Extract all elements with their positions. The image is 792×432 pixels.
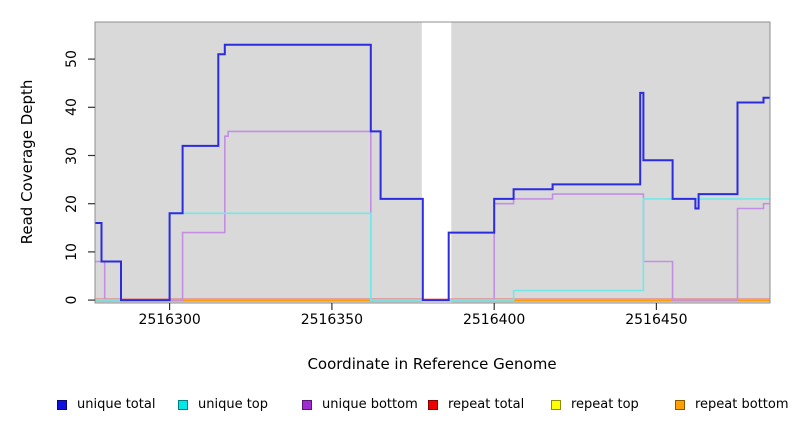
x-axis-title: Coordinate in Reference Genome <box>307 355 557 373</box>
series-unique-total <box>95 43 770 302</box>
y-axis-title: Read Coverage Depth <box>18 79 36 245</box>
legend-item-repeat-top: repeat top <box>551 397 639 412</box>
y-tick-label: 10 <box>64 242 80 261</box>
background-gap <box>421 22 452 303</box>
x-tick-label: 2516350 <box>300 312 364 328</box>
legend-swatch-unique-total <box>57 399 67 410</box>
legend-item-repeat-bottom: repeat bottom <box>675 397 789 412</box>
legend-swatch-unique-top <box>178 399 188 410</box>
legend-item-unique-top: unique top <box>178 397 268 412</box>
legend-item-repeat-total: repeat total <box>428 397 524 412</box>
legend-label: unique top <box>198 397 269 412</box>
legend-label: unique total <box>77 397 156 412</box>
y-tick-label: 50 <box>64 50 80 69</box>
y-tick-label: 40 <box>64 98 80 117</box>
legend-label: unique bottom <box>322 397 418 412</box>
y-tick-label: 30 <box>64 146 80 165</box>
y-tick-label: 0 <box>64 295 80 305</box>
legend-label: repeat top <box>571 397 639 412</box>
x-tick-label: 2516300 <box>138 312 201 328</box>
legend-swatch-repeat-total <box>428 399 438 410</box>
legend: unique total unique top unique bottom re… <box>0 397 792 419</box>
series-unique-bottom <box>95 130 770 301</box>
legend-item-unique-total: unique total <box>57 397 155 412</box>
y-tick-label: 20 <box>64 194 80 213</box>
legend-swatch-repeat-top <box>551 399 561 410</box>
x-tick-label: 2516450 <box>625 312 688 328</box>
legend-item-unique-bottom: unique bottom <box>302 397 418 412</box>
x-tick-label: 2516400 <box>462 312 526 328</box>
legend-swatch-repeat-bottom <box>675 399 685 410</box>
panel-border <box>94 21 771 304</box>
legend-label: repeat bottom <box>695 397 789 412</box>
legend-swatch-unique-bottom <box>302 399 312 410</box>
legend-label: repeat total <box>448 397 525 412</box>
